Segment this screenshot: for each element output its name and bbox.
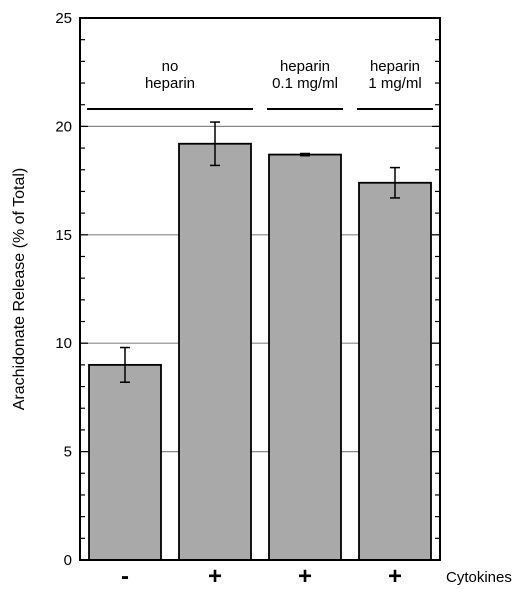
cytokine-signs: - + + + xyxy=(121,563,402,589)
cytokine-sign: - xyxy=(121,563,129,589)
bar xyxy=(178,142,252,561)
error-bars xyxy=(120,121,400,383)
cytokine-sign: + xyxy=(388,563,402,589)
y-tick-label: 20 xyxy=(55,118,72,135)
group-label-line: heparin xyxy=(145,75,195,92)
y-tick-label: 25 xyxy=(55,10,72,27)
bar xyxy=(358,181,432,561)
group-label-line: heparin xyxy=(370,58,420,75)
y-tick-label: 0 xyxy=(64,552,72,569)
group-label-line: heparin xyxy=(280,58,330,75)
group-label-line: 1 mg/ml xyxy=(368,75,421,92)
bar xyxy=(88,363,162,561)
axis-ticks: 0 5 10 15 20 25 xyxy=(55,10,440,569)
plot-frame xyxy=(79,17,441,561)
bar xyxy=(268,153,342,561)
group-label-line: no xyxy=(162,58,179,75)
bars xyxy=(88,142,432,561)
cytokine-sign: + xyxy=(208,563,222,589)
cytokines-label: Cytokines xyxy=(446,569,512,586)
cytokine-sign: + xyxy=(298,563,312,589)
y-axis-title: Arachidonate Release (% of Total) xyxy=(11,168,28,411)
y-tick-label: 10 xyxy=(55,335,72,352)
y-tick-label: 5 xyxy=(64,444,72,461)
y-tick-label: 15 xyxy=(55,227,72,244)
group-label-line: 0.1 mg/ml xyxy=(272,75,338,92)
